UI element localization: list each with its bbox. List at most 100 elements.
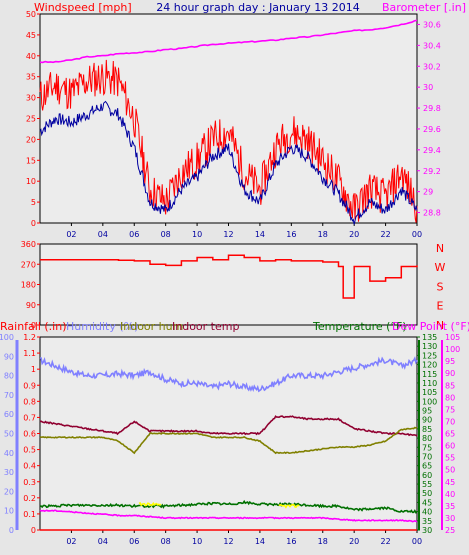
rain-tick-label: 0.6 (23, 430, 36, 439)
compass-label: S (437, 280, 444, 293)
temperature-tick-label: 40 (422, 508, 432, 517)
dewpoint-tick-label: 105 (445, 333, 460, 342)
direction-y-tick-label: 0 (31, 321, 36, 330)
humidity-line (39, 356, 418, 393)
dewpoint-tick-label: 55 (445, 454, 455, 463)
wind-direction-line (40, 254, 418, 299)
temperature-tick-label: 45 (422, 498, 432, 507)
temperature-tick-label: 90 (422, 416, 432, 425)
temp-x-tick-label: 02 (66, 537, 76, 546)
temperature-panel-label: Rainfall (.in) (0, 320, 67, 333)
wind-y-tick-label: 25 (26, 115, 36, 124)
barometer-y-tick-label: 30.2 (423, 62, 441, 71)
temp-x-tick-label: 18 (318, 537, 328, 546)
wind-y-tick-label: 20 (26, 135, 36, 144)
windspeed-gust-line (39, 59, 418, 223)
dewpoint-tick-label: 60 (445, 442, 455, 451)
temperature-tick-label: 75 (422, 443, 432, 452)
temperature-panel-label: Humidity (%) (66, 320, 138, 333)
dewpoint-tick-label: 40 (445, 490, 455, 499)
temperature-panel-label: Temperature (°F) (312, 320, 407, 333)
temp-x-tick-label: 22 (380, 537, 390, 546)
rain-tick-label: 0.7 (23, 413, 36, 422)
temperature-tick-label: 80 (422, 434, 432, 443)
barometer-y-tick-label: 30.6 (423, 20, 441, 29)
compass-label: E (437, 300, 444, 313)
dewpoint-tick-label: 35 (445, 502, 455, 511)
barometer-y-tick-label: 30.4 (423, 41, 441, 50)
dewpoint-tick-label: 90 (445, 369, 455, 378)
barometer-y-tick-label: 29.8 (423, 104, 441, 113)
humidity-tick-label: 90 (4, 352, 14, 361)
temperature-tick-label: 60 (422, 471, 432, 480)
humidity-tick-label: 0 (9, 526, 14, 535)
temperature-tick-label: 115 (422, 370, 437, 379)
barometer-y-tick-label: 29.4 (423, 146, 441, 155)
temperature-tick-label: 100 (422, 397, 437, 406)
direction-y-tick-label: 270 (21, 260, 36, 269)
rain-tick-label: 0.8 (23, 397, 36, 406)
temp-x-tick-label: 06 (129, 537, 139, 546)
wind-y-tick-label: 5 (31, 198, 36, 207)
temp-x-tick-label: 20 (349, 537, 359, 546)
wind-y-tick-label: 35 (26, 73, 36, 82)
temperature-tick-label: 120 (422, 361, 437, 370)
temperature-tick-label: 130 (422, 342, 437, 351)
rain-tick-label: 0.9 (23, 381, 36, 390)
temp-x-tick-label: 00 (412, 537, 422, 546)
humidity-tick-label: 20 (4, 487, 14, 496)
temp-x-tick-label: 08 (161, 537, 171, 546)
direction-y-tick-label: 180 (21, 281, 36, 290)
wind-x-tick-label: 06 (129, 230, 139, 239)
wind-x-tick-label: 22 (380, 230, 390, 239)
temperature-line (39, 499, 418, 514)
humidity-tick-label: 70 (4, 391, 14, 400)
wind-x-tick-label: 02 (66, 230, 76, 239)
temperature-highlight (278, 503, 300, 509)
rain-tick-label: 1.1 (23, 349, 36, 358)
wind-x-tick-label: 14 (255, 230, 265, 239)
dewpoint-tick-label: 25 (445, 526, 455, 535)
wind-x-tick-label: 16 (286, 230, 296, 239)
dewpoint-tick-label: 100 (445, 345, 460, 354)
wind-x-tick-label: 08 (161, 230, 171, 239)
compass-label: W (435, 261, 446, 274)
wind-y-tick-label: 45 (26, 31, 36, 40)
barometer-y-tick-label: 29 (423, 188, 433, 197)
dewpoint-tick-label: 80 (445, 393, 455, 402)
wind-x-tick-label: 12 (223, 230, 233, 239)
temperature-tick-label: 135 (422, 333, 437, 342)
windspeed-average-line (39, 100, 418, 225)
rain-tick-label: 1.2 (23, 333, 36, 342)
wind-axis-title: Windspeed [mph] (34, 1, 132, 14)
barometer-line (39, 19, 418, 64)
temp-x-tick-label: 10 (192, 537, 202, 546)
barometer-y-tick-label: 29.6 (423, 125, 441, 134)
humidity-tick-label: 30 (4, 468, 14, 477)
temperature-tick-label: 35 (422, 517, 432, 526)
dewpoint-tick-label: 75 (445, 405, 455, 414)
wind-y-tick-label: 40 (26, 52, 36, 61)
temperature-tick-label: 85 (422, 425, 432, 434)
compass-label: N (436, 242, 444, 255)
dewpoint-tick-label: 70 (445, 417, 455, 426)
humidity-tick-label: 60 (4, 410, 14, 419)
temp-x-tick-label: 14 (255, 537, 265, 546)
temperature-tick-label: 110 (422, 379, 437, 388)
temp-x-tick-label: 04 (98, 537, 108, 546)
direction-y-tick-label: 90 (26, 301, 36, 310)
wind-x-tick-label: 10 (192, 230, 202, 239)
temp-x-tick-label: 12 (223, 537, 233, 546)
barometer-y-tick-label: 30 (423, 83, 433, 92)
temperature-highlight (138, 501, 162, 507)
direction-y-tick-label: 360 (21, 240, 36, 249)
temperature-panel-label: Indoor hum (120, 320, 183, 333)
rain-tick-label: 0.1 (23, 510, 36, 519)
indoor-humidity-line (39, 426, 418, 455)
barometer-axis-title: Barometer [.in] (382, 1, 466, 14)
wind-x-tick-label: 20 (349, 230, 359, 239)
temperature-tick-label: 65 (422, 462, 432, 471)
temperature-tick-label: 50 (422, 489, 432, 498)
